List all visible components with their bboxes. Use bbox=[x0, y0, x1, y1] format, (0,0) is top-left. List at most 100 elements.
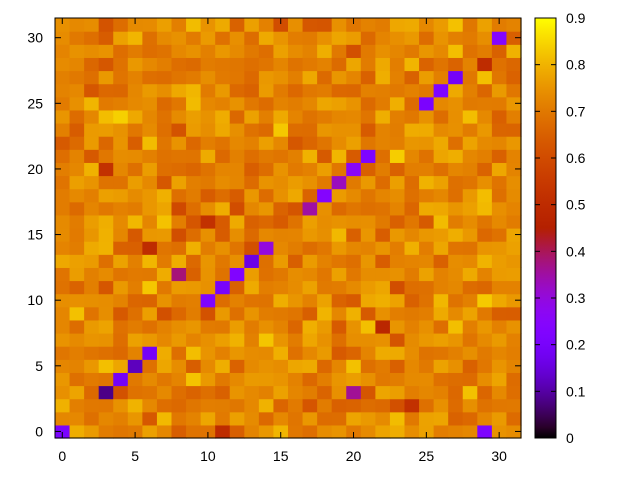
heatmap-cell bbox=[491, 201, 508, 216]
heatmap-cell bbox=[462, 267, 478, 282]
heatmap-cell bbox=[156, 359, 173, 373]
heatmap-cell bbox=[302, 201, 318, 216]
heatmap-cell bbox=[288, 306, 304, 321]
heatmap-cell bbox=[331, 346, 347, 360]
heatmap-cell bbox=[273, 18, 289, 32]
heatmap-cell bbox=[273, 175, 289, 190]
heatmap-cell bbox=[215, 398, 231, 413]
heatmap-cell bbox=[127, 306, 143, 321]
heatmap-cell bbox=[404, 70, 420, 85]
heatmap-cell bbox=[404, 398, 420, 413]
heatmap-cell bbox=[142, 398, 158, 413]
colorbar-tick-label: 0.7 bbox=[566, 103, 586, 119]
heatmap-cell bbox=[317, 18, 333, 32]
heatmap-cell bbox=[317, 346, 333, 360]
heatmap-cell bbox=[506, 162, 522, 177]
heatmap-cell bbox=[389, 254, 406, 268]
x-tick-label: 25 bbox=[419, 448, 435, 464]
heatmap-cell bbox=[360, 398, 376, 413]
heatmap-cell bbox=[244, 31, 260, 45]
heatmap-cell bbox=[404, 385, 420, 400]
heatmap-cell bbox=[171, 96, 187, 111]
heatmap-cell bbox=[98, 214, 114, 229]
heatmap-cell bbox=[156, 83, 173, 98]
heatmap-cell bbox=[302, 70, 318, 85]
heatmap-cell bbox=[448, 346, 464, 360]
heatmap-cell bbox=[506, 123, 522, 137]
heatmap-cell bbox=[156, 411, 173, 426]
heatmap-cell bbox=[375, 346, 391, 360]
heatmap-cell bbox=[477, 385, 493, 400]
heatmap-cell bbox=[346, 293, 362, 308]
heatmap-cell bbox=[142, 267, 158, 282]
heatmap-cell bbox=[477, 398, 493, 413]
heatmap-cell bbox=[55, 83, 71, 98]
heatmap-cell bbox=[98, 96, 114, 111]
heatmap-cell bbox=[375, 241, 391, 255]
heatmap-cell bbox=[317, 123, 333, 137]
heatmap-cell bbox=[55, 241, 71, 255]
heatmap-cell bbox=[171, 83, 187, 98]
heatmap-cell bbox=[477, 306, 493, 321]
heatmap-cell bbox=[462, 83, 478, 98]
heatmap-cell bbox=[229, 44, 245, 58]
heatmap-cell bbox=[433, 228, 449, 242]
heatmap-cell bbox=[419, 398, 435, 413]
heatmap-cell bbox=[244, 96, 260, 111]
heatmap-cell bbox=[346, 149, 362, 163]
heatmap-cell bbox=[346, 359, 362, 373]
heatmap-cell bbox=[360, 201, 376, 216]
heatmap-cell bbox=[317, 333, 333, 347]
heatmap-cell bbox=[171, 123, 187, 137]
colorbar-tick-label: 0.1 bbox=[566, 383, 586, 399]
heatmap-cell bbox=[258, 385, 275, 400]
heatmap-cell bbox=[127, 280, 143, 295]
heatmap-cell bbox=[491, 385, 508, 400]
heatmap-cell bbox=[462, 333, 478, 347]
heatmap-cell bbox=[244, 372, 260, 387]
heatmap-cell bbox=[244, 175, 260, 190]
heatmap-cell bbox=[200, 123, 216, 137]
heatmap-cell bbox=[317, 201, 333, 216]
heatmap-cell bbox=[244, 424, 260, 439]
heatmap-cell bbox=[55, 398, 71, 413]
heatmap-cell bbox=[433, 18, 449, 32]
heatmap-cells bbox=[55, 18, 522, 439]
heatmap-cell bbox=[375, 385, 391, 400]
heatmap-cell bbox=[433, 57, 449, 72]
heatmap-cell bbox=[346, 411, 362, 426]
heatmap-cell bbox=[419, 123, 435, 137]
heatmap-cell bbox=[346, 385, 362, 400]
heatmap-cell bbox=[69, 346, 85, 360]
heatmap-cell bbox=[142, 136, 158, 150]
heatmap-cell bbox=[55, 44, 71, 58]
heatmap-cell bbox=[506, 149, 522, 163]
heatmap-cell bbox=[317, 136, 333, 150]
heatmap-cell bbox=[389, 280, 406, 295]
heatmap-cell bbox=[273, 372, 289, 387]
heatmap-cell bbox=[346, 57, 362, 72]
heatmap-cell bbox=[331, 162, 347, 177]
heatmap-cell bbox=[346, 83, 362, 98]
heatmap-cell bbox=[156, 385, 173, 400]
heatmap-cell bbox=[229, 57, 245, 72]
heatmap-cell bbox=[477, 333, 493, 347]
heatmap-cell bbox=[98, 201, 114, 216]
heatmap-cell bbox=[156, 201, 173, 216]
heatmap-cell bbox=[69, 372, 85, 387]
heatmap-cell bbox=[69, 162, 85, 177]
heatmap-cell bbox=[375, 201, 391, 216]
heatmap-cell bbox=[448, 96, 464, 111]
heatmap-cell bbox=[288, 201, 304, 216]
heatmap-cell bbox=[215, 346, 231, 360]
heatmap-cell bbox=[200, 162, 216, 177]
heatmap-cell bbox=[419, 411, 435, 426]
heatmap-cell bbox=[317, 149, 333, 163]
heatmap-cell bbox=[98, 267, 114, 282]
heatmap-cell bbox=[229, 346, 245, 360]
heatmap-cell bbox=[142, 254, 158, 268]
heatmap-cell bbox=[98, 359, 114, 373]
heatmap-cell bbox=[127, 359, 143, 373]
heatmap-cell bbox=[360, 267, 376, 282]
heatmap-cell bbox=[186, 109, 202, 124]
